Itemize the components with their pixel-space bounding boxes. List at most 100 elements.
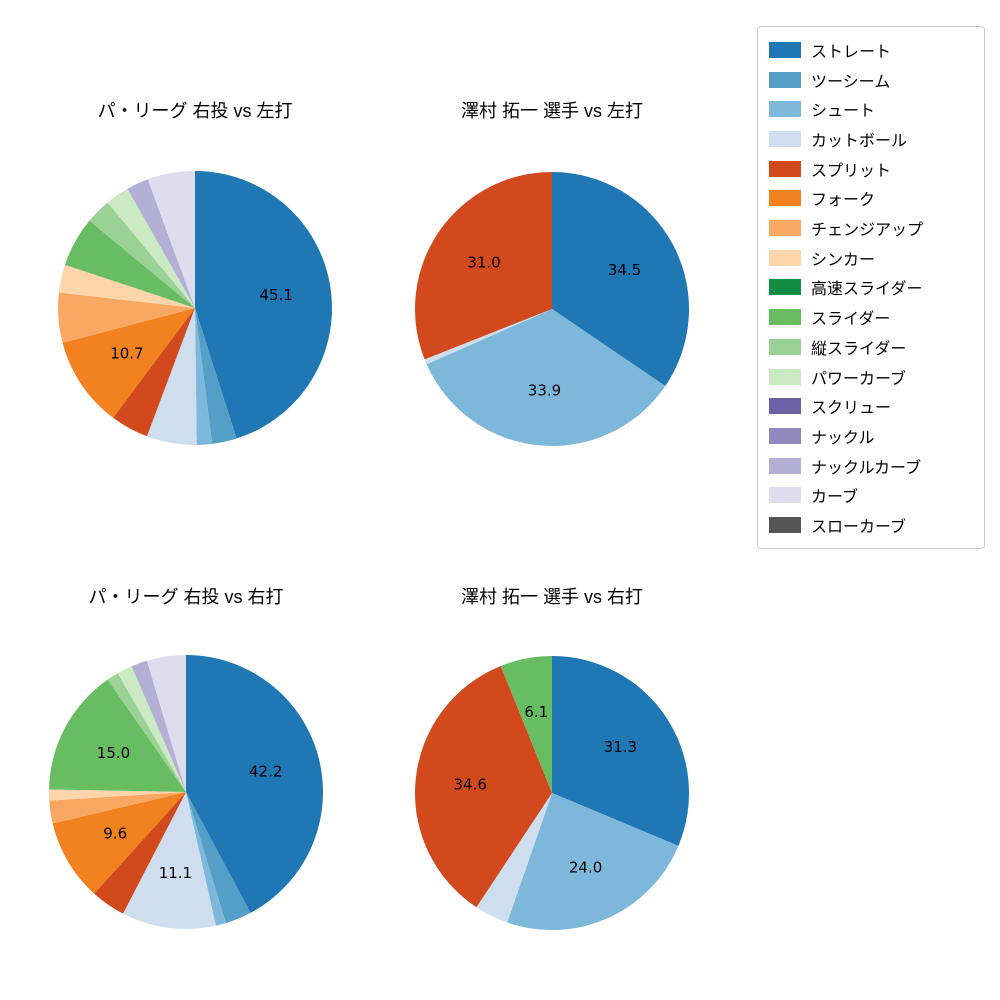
pie-slice [146, 308, 197, 446]
legend-swatch [769, 101, 801, 118]
pie-slice [64, 220, 195, 308]
pie-slice [476, 793, 552, 923]
legend-label: ツーシーム [811, 73, 891, 91]
pie-slice [195, 308, 237, 444]
legend-label: スクリュー [811, 400, 892, 418]
legend-label: フォーク [811, 192, 876, 210]
pitch-type-legend: ストレート ツーシーム シュート カットボール スプリット フォーク チェンジアップ シンカー… [757, 26, 985, 549]
pie-slice [113, 308, 195, 437]
legend-item: パワーカーブ [769, 362, 978, 392]
legend-label: カーブ [811, 489, 859, 507]
pie-slice [186, 655, 323, 913]
pie-percentage-label: 10.7 [110, 345, 143, 363]
legend-label: スプリット [811, 162, 892, 180]
pie-percentage-label: 11.1 [159, 864, 192, 882]
legend-swatch [769, 130, 801, 147]
legend-label: 縦スライダー [811, 340, 907, 358]
pie-percentage-label: 42.2 [249, 763, 282, 781]
legend-label: ナックルカーブ [811, 459, 922, 477]
pie-percentage-label: 45.1 [259, 286, 292, 304]
pie-percentage-label: 34.5 [608, 261, 641, 279]
pie-slice [424, 309, 552, 365]
legend-item: カットボール [769, 124, 978, 154]
pie-chart-pa-league-vs-lhb: 45.1 10.7 [58, 171, 333, 446]
legend-item: スクリュー [769, 391, 978, 421]
pie-slice [52, 792, 186, 894]
legend-item: スライダー [769, 302, 978, 332]
legend-swatch [769, 41, 801, 58]
pie-slice [552, 172, 690, 387]
pie-slice [107, 188, 195, 308]
legend-label: パワーカーブ [811, 370, 907, 388]
pie-percentage-label: 34.6 [453, 775, 486, 793]
legend-label: ナックル [811, 429, 875, 447]
pie-percentage-label: 6.1 [524, 703, 548, 721]
legend-swatch [769, 517, 801, 534]
legend-item: フォーク [769, 184, 978, 214]
pie-slice [552, 656, 690, 846]
legend-swatch [769, 71, 801, 88]
pie-percentage-label: 31.0 [467, 253, 500, 271]
legend-label: シンカー [811, 251, 876, 269]
pie-slice [89, 202, 195, 308]
legend-swatch [769, 279, 801, 296]
pie-slice [195, 308, 213, 445]
legend-swatch [769, 487, 801, 504]
pie-slice [117, 666, 186, 792]
legend-item: ストレート [769, 35, 978, 65]
pie-slice [426, 309, 666, 447]
legend-label: ストレート [811, 43, 892, 61]
pie-slice [147, 171, 195, 308]
legend-item: 縦スライダー [769, 332, 978, 362]
pie-slice [186, 792, 251, 924]
pie-slice [107, 673, 186, 792]
legend-swatch [769, 398, 801, 415]
pie-slice [62, 308, 195, 418]
legend-item: ツーシーム [769, 65, 978, 95]
legend-swatch [769, 160, 801, 177]
pie-slice [414, 665, 552, 908]
legend-label: スローカーブ [811, 519, 907, 537]
legend-swatch [769, 249, 801, 266]
legend-item: シュート [769, 94, 978, 124]
legend-swatch [769, 427, 801, 444]
legend-swatch [769, 457, 801, 474]
pie-slice [49, 679, 186, 792]
pie-slice [48, 789, 186, 801]
pie-slice [58, 292, 195, 343]
legend-item: シンカー [769, 243, 978, 273]
legend-label: カットボール [811, 132, 908, 150]
pie-slice [131, 660, 186, 792]
pie-slice [146, 655, 186, 792]
pie-chart-sawamura-vs-lhb: 34.5 33.9 31.0 [415, 172, 690, 447]
pie-slice [195, 171, 333, 439]
legend-label: 高速スライダー [811, 281, 923, 299]
legend-item: ナックルカーブ [769, 451, 978, 481]
pie-percentage-label: 9.6 [103, 824, 127, 842]
legend-label: シュート [811, 103, 876, 121]
legend-swatch [769, 190, 801, 207]
pie-slice [94, 792, 186, 914]
pie-slice [49, 792, 186, 824]
pie-slice [500, 656, 552, 793]
legend-item: スプリット [769, 154, 978, 184]
legend-item: ナックル [769, 421, 978, 451]
pie-chart-sawamura-vs-rhb: 31.3 24.0 34.6 6.1 [414, 656, 690, 930]
pie-slice [186, 792, 226, 926]
pie-chart-pa-league-vs-rhb: 42.2 11.1 9.6 15.0 [48, 655, 323, 929]
pie-slice [58, 264, 195, 308]
pie-percentage-label: 31.3 [604, 738, 637, 756]
legend-item: スローカーブ [769, 510, 978, 540]
pie-slice [127, 179, 195, 308]
chart-title-pa-league-vs-lhb: パ・リーグ 右投 vs 左打 [97, 101, 293, 121]
legend-swatch [769, 368, 801, 385]
pie-percentage-label: 24.0 [569, 859, 602, 877]
pie-slice [507, 793, 679, 930]
legend-item: 高速スライダー [769, 273, 978, 303]
pie-percentage-label: 15.0 [97, 744, 130, 762]
chart-title-sawamura-vs-lhb: 澤村 拓一 選手 vs 左打 [460, 101, 643, 121]
pie-percentage-label: 33.9 [528, 381, 561, 399]
legend-label: スライダー [811, 311, 891, 329]
pie-slice [415, 172, 552, 360]
